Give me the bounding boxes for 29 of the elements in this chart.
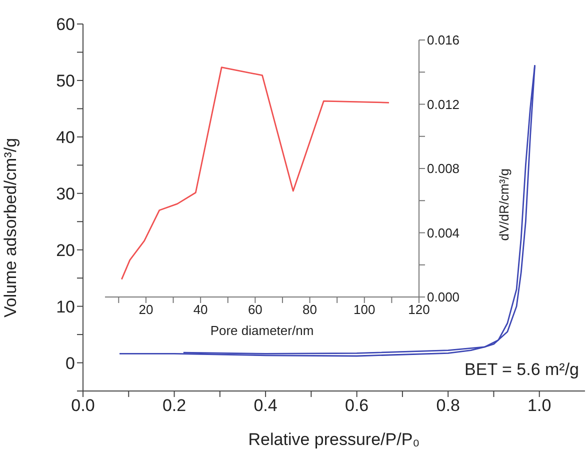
x-tick-label: 0.0 <box>71 396 95 416</box>
x-tick-label: 0.4 <box>254 396 278 416</box>
y-tick-label: 40 <box>56 128 75 147</box>
y-axis-title: dV/dR/cm³/g <box>496 168 512 241</box>
y-tick-label: 0.012 <box>427 96 460 112</box>
x-tick-label: 1.0 <box>528 396 552 416</box>
x-tick-label: 120 <box>408 302 430 318</box>
x-tick-label: 20 <box>138 302 154 318</box>
y-tick-label: 0.000 <box>427 290 460 305</box>
annotation: BET = 5.6 m²/g <box>464 360 579 380</box>
y-tick-label: 0 <box>66 354 75 373</box>
x-tick-label: 40 <box>193 302 208 318</box>
x-tick-label: 100 <box>354 302 376 318</box>
y-tick-label: 50 <box>56 71 75 90</box>
x-tick-label: 0.8 <box>436 396 460 416</box>
y-tick-label: 0.004 <box>427 225 460 240</box>
x-tick-label: 0.6 <box>345 396 369 416</box>
x-axis-title: Relative pressure/P/P₀ <box>248 430 420 449</box>
x-tick-label: 80 <box>302 302 318 318</box>
y-tick-label: 10 <box>56 297 75 316</box>
y-tick-label: 60 <box>56 15 75 34</box>
y-tick-label: 0.016 <box>427 32 460 48</box>
x-axis-title: Pore diameter/nm <box>210 323 314 338</box>
y-tick-label: 0.008 <box>427 161 460 176</box>
y-tick-label: 20 <box>56 240 75 260</box>
x-tick-label: 60 <box>248 302 262 318</box>
y-axis-title: Volume adsorbed/cm³/g <box>1 138 20 318</box>
x-tick-label: 0.2 <box>162 396 186 416</box>
y-tick-label: 30 <box>56 184 75 204</box>
